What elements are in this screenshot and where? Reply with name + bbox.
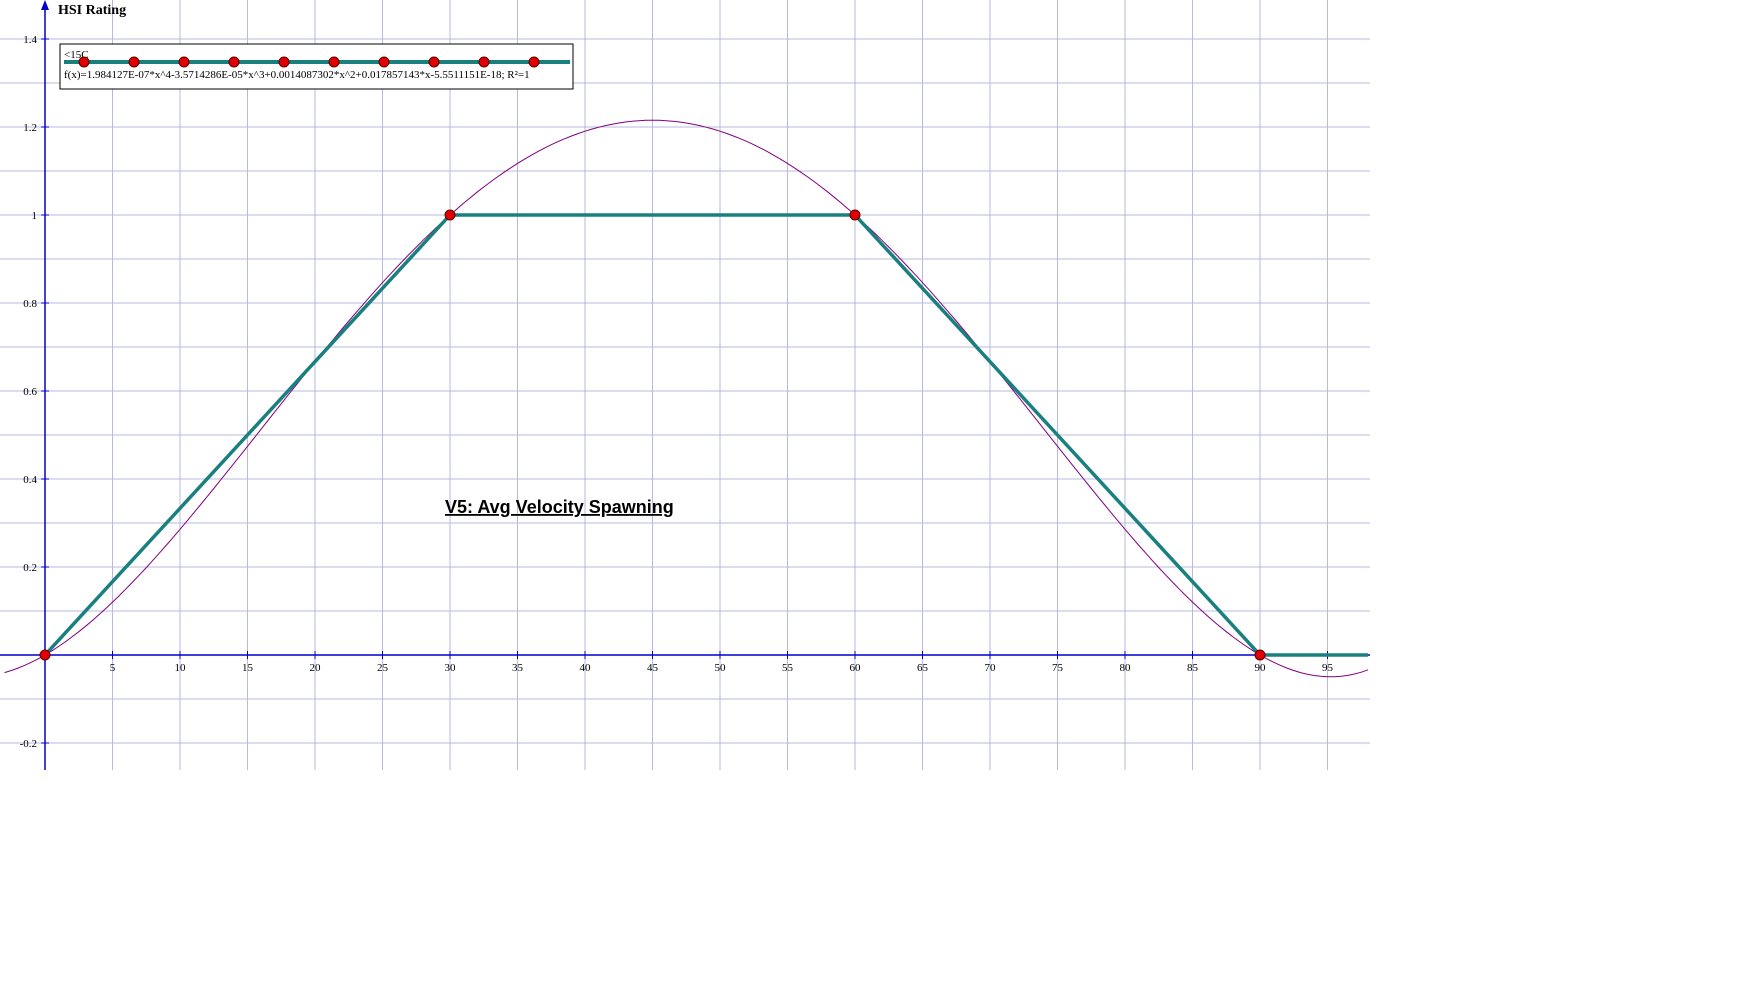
legend-marker xyxy=(428,56,440,68)
legend-marker xyxy=(228,56,240,68)
y-tick-label: 1 xyxy=(32,210,38,222)
legend-marker xyxy=(478,56,490,68)
y-axis-arrow xyxy=(41,0,49,10)
x-tick-label: 40 xyxy=(580,662,592,674)
legend-marker xyxy=(278,56,290,68)
y-tick-label: 0.6 xyxy=(23,386,37,398)
data-point-marker xyxy=(39,649,51,661)
y-axis-label: HSI Rating xyxy=(58,3,126,18)
x-tick-label: 30 xyxy=(445,662,457,674)
series-fit-curve xyxy=(4,119,1369,678)
x-tick-label: 55 xyxy=(782,662,794,674)
x-tick-label: 80 xyxy=(1120,662,1132,674)
legend-marker xyxy=(378,56,390,68)
axes xyxy=(0,0,1370,770)
y-tick-label: 0.2 xyxy=(23,562,37,574)
legend-box xyxy=(59,43,574,90)
legend-marker xyxy=(78,56,90,68)
x-tick-label: 15 xyxy=(242,662,254,674)
tick-labels: 5 10 15 20 25 30 35 40 45 50 55 60 65 70 75 80 85 90 95 -0.… xyxy=(20,34,1334,750)
y-tick-label: 0.4 xyxy=(23,474,37,486)
y-tick-label: 0.8 xyxy=(23,298,37,310)
x-tick-label: 70 xyxy=(985,662,997,674)
x-tick-label: 85 xyxy=(1187,662,1199,674)
chart-annotation: V5: Avg Velocity Spawning xyxy=(445,497,674,517)
x-tick-label: 90 xyxy=(1255,662,1267,674)
legend: <15C f(x)=1.984127E-07*x^4-3.5714286E-05… xyxy=(59,43,574,90)
y-tick-label: 1.2 xyxy=(23,122,37,134)
y-tick-label: -0.2 xyxy=(20,738,37,750)
legend-marker xyxy=(328,56,340,68)
x-tick-label: 20 xyxy=(310,662,322,674)
x-tick-label: 75 xyxy=(1052,662,1064,674)
legend-marker xyxy=(128,56,140,68)
y-tick-label: 1.4 xyxy=(23,34,37,46)
data-point-marker xyxy=(444,209,456,221)
x-tick-label: 35 xyxy=(512,662,524,674)
series-layer xyxy=(4,119,1369,678)
data-point-marker xyxy=(1254,649,1266,661)
x-tick-label: 10 xyxy=(175,662,187,674)
x-tick-label: 45 xyxy=(647,662,659,674)
legend-entry-formula: f(x)=1.984127E-07*x^4-3.5714286E-05*x^3+… xyxy=(64,69,530,81)
x-tick-label: 50 xyxy=(715,662,727,674)
x-tick-label: 5 xyxy=(110,662,116,674)
x-tick-label: 25 xyxy=(377,662,389,674)
legend-marker xyxy=(528,56,540,68)
x-tick-label: 60 xyxy=(850,662,862,674)
x-tick-label: 95 xyxy=(1322,662,1334,674)
legend-marker xyxy=(178,56,190,68)
data-point-marker xyxy=(849,209,861,221)
x-tick-label: 65 xyxy=(917,662,929,674)
legend-markers xyxy=(78,56,540,68)
